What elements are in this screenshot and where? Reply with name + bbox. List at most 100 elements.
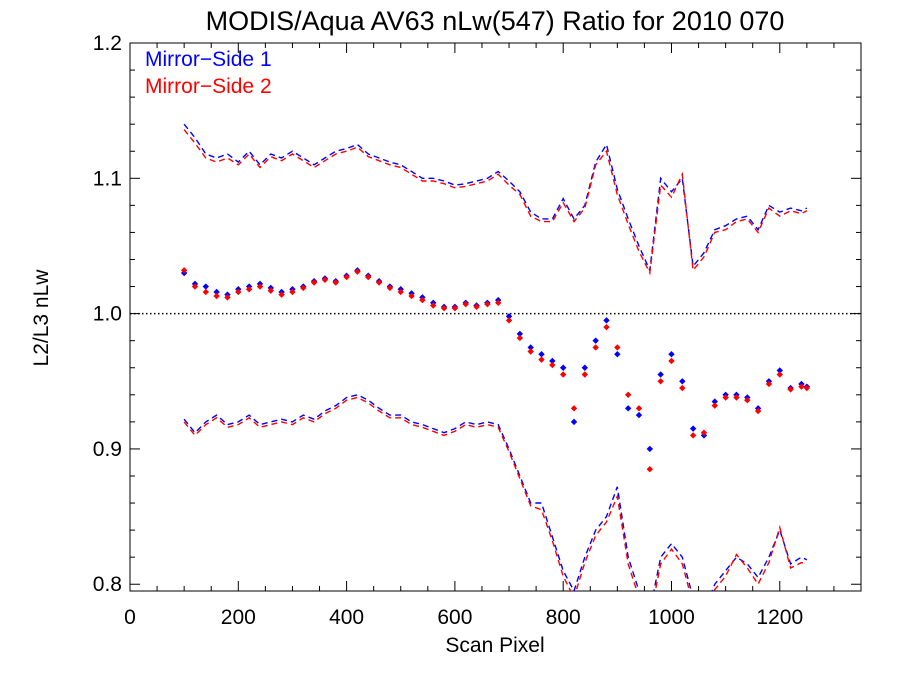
data-point xyxy=(700,429,708,436)
data-point xyxy=(765,380,773,388)
data-point xyxy=(711,402,718,409)
data-point xyxy=(495,299,502,306)
envelope-line-2 xyxy=(183,123,808,273)
data-point xyxy=(803,384,811,392)
data-point xyxy=(267,287,274,294)
data-point xyxy=(635,411,643,419)
data-point xyxy=(646,445,654,453)
data-point xyxy=(538,356,545,363)
data-point xyxy=(408,292,415,300)
data-point xyxy=(733,394,740,401)
data-point xyxy=(614,351,621,358)
data-point xyxy=(289,288,296,296)
data-point xyxy=(386,284,394,292)
data-point xyxy=(397,288,404,296)
data-point xyxy=(440,305,448,312)
data-point xyxy=(754,407,762,415)
data-point xyxy=(516,330,524,338)
chart-title: MODIS/Aqua AV63 nLw(547) Ratio for 2010 … xyxy=(206,6,785,36)
data-point xyxy=(538,351,545,358)
data-point xyxy=(614,344,621,351)
data-point xyxy=(592,344,599,351)
axes-layer: 0 200 400 600 800 1000 1200 0.8 0.9 1.0 1.1 1.2 xyxy=(93,32,861,629)
x-tick-label: 1200 xyxy=(756,606,803,629)
envelope-line-5 xyxy=(183,396,808,591)
data-point xyxy=(744,397,751,404)
data-point xyxy=(787,386,794,393)
data-point xyxy=(527,348,534,355)
data-point xyxy=(711,398,718,405)
data-point xyxy=(354,268,361,275)
data-point xyxy=(689,425,697,432)
legend-entry-mirror-side-2: Mirror−Side 2 xyxy=(145,75,272,98)
data-point xyxy=(343,273,350,281)
data-point xyxy=(679,384,686,392)
data-point xyxy=(375,279,383,286)
data-point xyxy=(798,383,805,390)
data-point xyxy=(245,286,253,293)
y-tick-label: 1.2 xyxy=(93,32,122,55)
y-tick-label: 1.1 xyxy=(93,167,122,190)
data-point xyxy=(624,405,632,412)
y-axis-label: L2/L3 nLw xyxy=(30,269,53,367)
data-point xyxy=(451,305,459,312)
data-point xyxy=(722,394,729,401)
data-point xyxy=(549,357,556,365)
x-tick-label: 800 xyxy=(546,606,581,629)
data-point xyxy=(278,291,285,298)
data-point xyxy=(180,267,188,274)
data-point xyxy=(570,418,578,426)
data-point xyxy=(679,378,686,385)
data-point xyxy=(505,317,513,324)
data-point xyxy=(635,405,643,412)
data-point xyxy=(668,351,675,358)
data-point xyxy=(559,364,567,371)
x-tick-label: 400 xyxy=(329,606,364,629)
data-point xyxy=(419,296,426,304)
x-tick-label: 0 xyxy=(124,606,136,629)
data-point xyxy=(213,292,220,300)
y-tick-label: 0.8 xyxy=(93,573,122,596)
x-tick-label: 1000 xyxy=(648,606,695,629)
data-point xyxy=(256,283,264,290)
data-point xyxy=(430,302,437,309)
data-point xyxy=(657,378,664,385)
series-1-points xyxy=(180,267,811,473)
data-point xyxy=(776,367,783,374)
data-point xyxy=(473,303,480,311)
data-point xyxy=(321,276,329,283)
data-point xyxy=(581,364,589,371)
y-tick-label: 0.9 xyxy=(93,438,122,461)
data-point xyxy=(646,466,654,473)
data-point xyxy=(592,337,599,344)
data-point xyxy=(300,284,307,292)
data-point xyxy=(624,391,632,399)
data-point xyxy=(213,288,220,296)
x-tick-label: 600 xyxy=(437,606,472,629)
data-point xyxy=(202,288,210,296)
envelope-line-3 xyxy=(183,129,808,276)
data-point xyxy=(516,334,524,342)
data-point xyxy=(505,313,513,320)
data-point xyxy=(527,344,534,351)
y-tick-label: 1.0 xyxy=(93,303,122,326)
data-point xyxy=(689,432,697,439)
data-point xyxy=(603,323,610,331)
series-layer xyxy=(180,123,811,591)
data-point xyxy=(365,273,372,281)
plot-frame xyxy=(129,42,862,592)
data-point xyxy=(332,279,339,286)
data-point xyxy=(668,357,675,365)
data-point xyxy=(310,279,318,286)
data-point xyxy=(657,371,664,378)
data-point xyxy=(191,283,199,290)
data-point xyxy=(603,317,610,324)
data-point xyxy=(559,371,567,378)
data-point xyxy=(462,300,469,308)
legend-entry-mirror-side-1: Mirror−Side 1 xyxy=(145,48,272,71)
data-point xyxy=(224,294,231,301)
series-0-points xyxy=(180,267,811,453)
envelope-line-4 xyxy=(183,394,808,591)
data-point xyxy=(235,288,242,296)
